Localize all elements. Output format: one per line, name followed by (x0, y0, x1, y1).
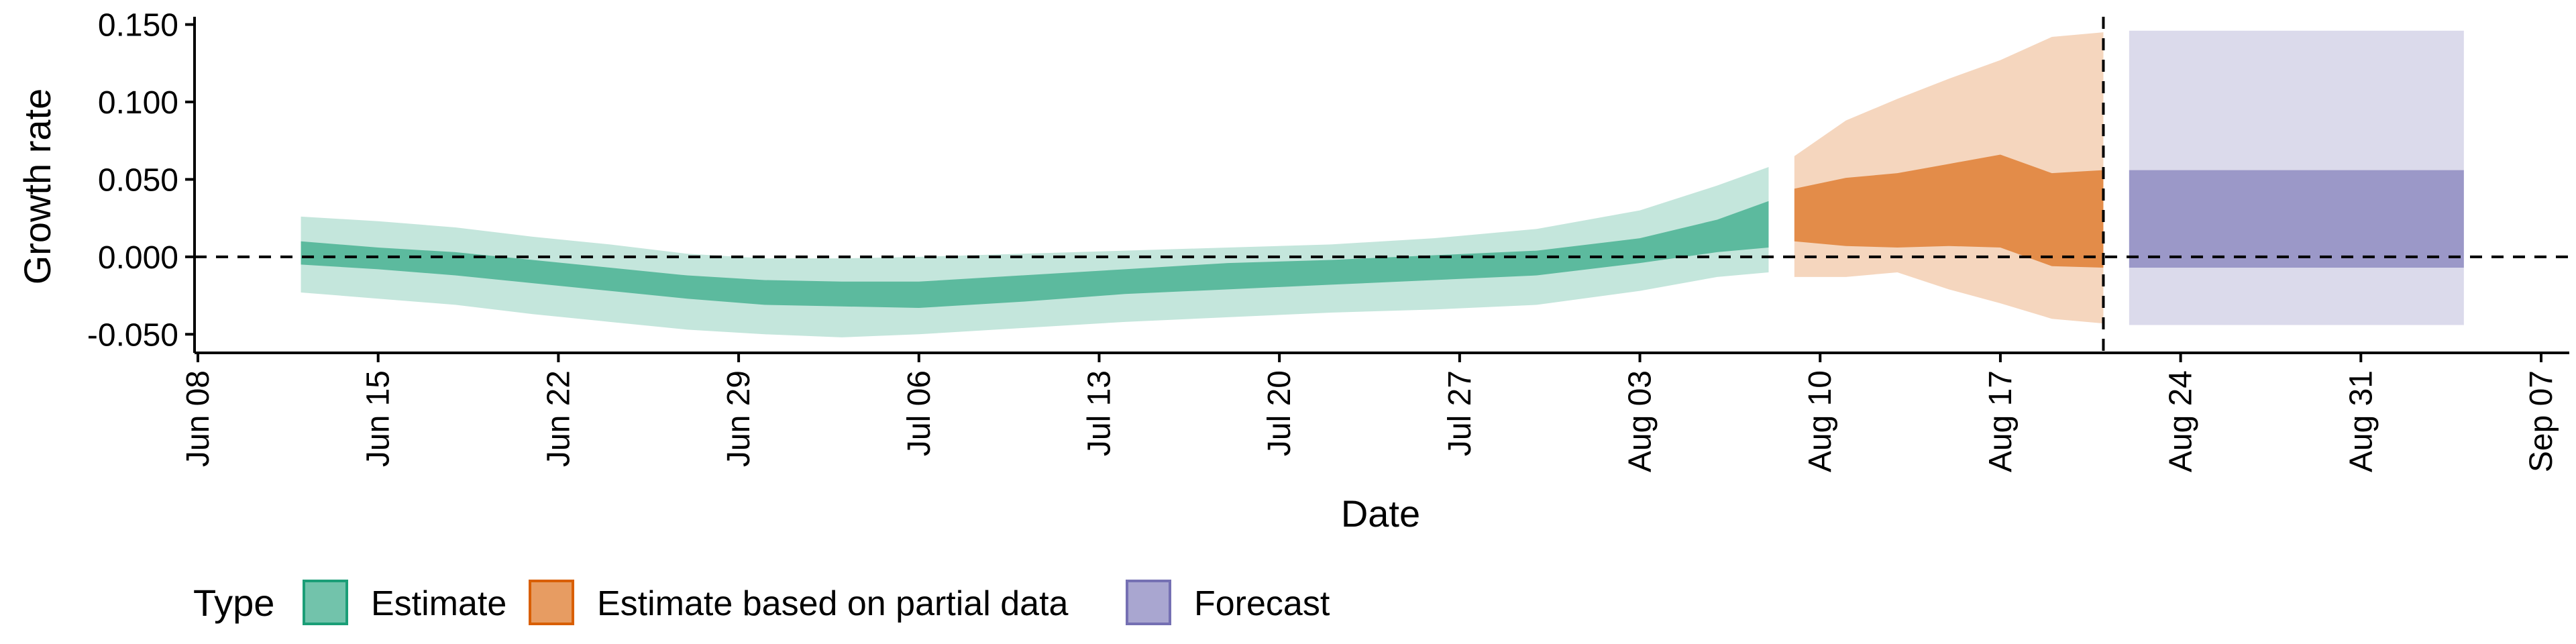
x-tick-label: Jun 29 (721, 370, 757, 467)
x-tick-label: Aug 10 (1803, 370, 1838, 472)
legend-label: Estimate (371, 584, 506, 623)
x-tick-label: Jul 20 (1262, 370, 1297, 456)
legend-label: Estimate based on partial data (597, 584, 1069, 623)
x-tick-label: Aug 24 (2163, 370, 2199, 472)
axes (193, 17, 2569, 354)
band-50-forecast (2129, 170, 2464, 268)
x-tick-label: Aug 17 (1983, 370, 2019, 472)
x-tick-label: Jun 15 (361, 370, 396, 467)
legend-label: Forecast (1194, 584, 1330, 623)
reference-lines (195, 17, 2569, 353)
x-tick-label: Jul 06 (902, 370, 937, 456)
y-axis-ticks: -0.050 0.000 0.050 0.100 0.150 (87, 8, 195, 353)
y-tick-label: 0.150 (98, 8, 178, 44)
x-axis-ticks: Jun 08 Jun 15 Jun 22 Jun 29 Jul 06 Jul 13 Jul … (180, 353, 2559, 472)
x-tick-label: Jul 13 (1081, 370, 1117, 456)
x-tick-label: Aug 03 (1623, 370, 1658, 472)
legend-swatch (1126, 580, 1171, 625)
x-tick-label: Sep 07 (2524, 370, 2559, 472)
legend: Type Estimate Estimate based on partial da… (193, 580, 1330, 625)
series-bands (301, 30, 2464, 337)
x-axis-title: Date (1341, 492, 1420, 535)
y-axis-title: Growth rate (16, 89, 58, 285)
y-tick-label: 0.050 (98, 162, 178, 198)
x-tick-label: Jul 27 (1442, 370, 1478, 456)
x-tick-label: Jun 08 (180, 370, 216, 467)
y-tick-label: -0.050 (87, 317, 178, 353)
y-tick-label: 0.100 (98, 85, 178, 121)
y-tick-label: 0.000 (98, 240, 178, 276)
band-50-estimate (301, 201, 1769, 309)
x-tick-label: Jun 22 (541, 370, 576, 467)
band-50-estimate-based-on-partial-data (1794, 154, 2104, 268)
legend-swatch (303, 580, 348, 625)
legend-title: Type (193, 582, 274, 624)
legend-swatch (529, 580, 574, 625)
x-tick-label: Aug 31 (2343, 370, 2379, 472)
